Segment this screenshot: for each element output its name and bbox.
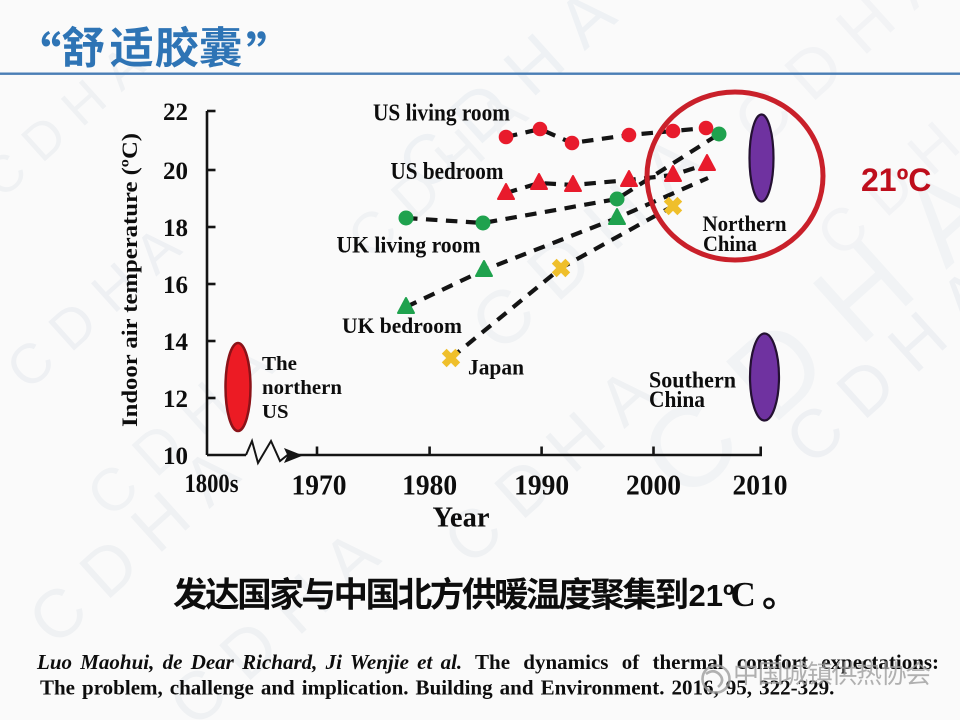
svg-text:22: 22 [163,99,188,126]
svg-text:12: 12 [163,386,188,413]
svg-text:The: The [262,353,297,375]
svg-text:14: 14 [163,329,189,356]
svg-text:UK bedroom: UK bedroom [342,313,462,338]
svg-text:northern: northern [262,377,343,399]
svg-text:US: US [262,401,289,423]
svg-text:Luo Maohui, de Dear Richard, J: Luo Maohui, de Dear Richard, Ji Wenjie e… [36,650,939,674]
svg-text:1800s: 1800s [185,469,239,498]
svg-text:2000: 2000 [626,471,681,502]
svg-text:21º: 21º [689,578,735,613]
svg-text:UK living room: UK living room [337,233,481,258]
svg-text:20: 20 [163,158,188,185]
svg-text:Year: Year [433,502,490,534]
svg-text:1970: 1970 [292,471,347,502]
svg-text:Northern: Northern [703,211,787,236]
svg-text:21ºC: 21ºC [861,162,931,198]
svg-text:C: C [731,575,756,614]
svg-text:10: 10 [163,443,188,470]
svg-text:1980: 1980 [402,471,457,502]
svg-text:2010: 2010 [733,471,788,502]
svg-text:US bedroom: US bedroom [391,159,504,185]
svg-text:The problem, challenge and imp: The problem, challenge and implication. … [40,676,834,700]
svg-text:Indoor air temperature (ºC): Indoor air temperature (ºC) [117,133,142,427]
svg-text:China: China [649,387,705,412]
svg-text:Japan: Japan [468,355,524,380]
svg-text:Southern: Southern [649,368,736,393]
svg-text:US living room: US living room [373,101,510,127]
svg-text:China: China [703,231,757,256]
svg-text:1990: 1990 [514,471,569,502]
svg-text:18: 18 [163,215,188,242]
svg-text:16: 16 [163,272,188,299]
